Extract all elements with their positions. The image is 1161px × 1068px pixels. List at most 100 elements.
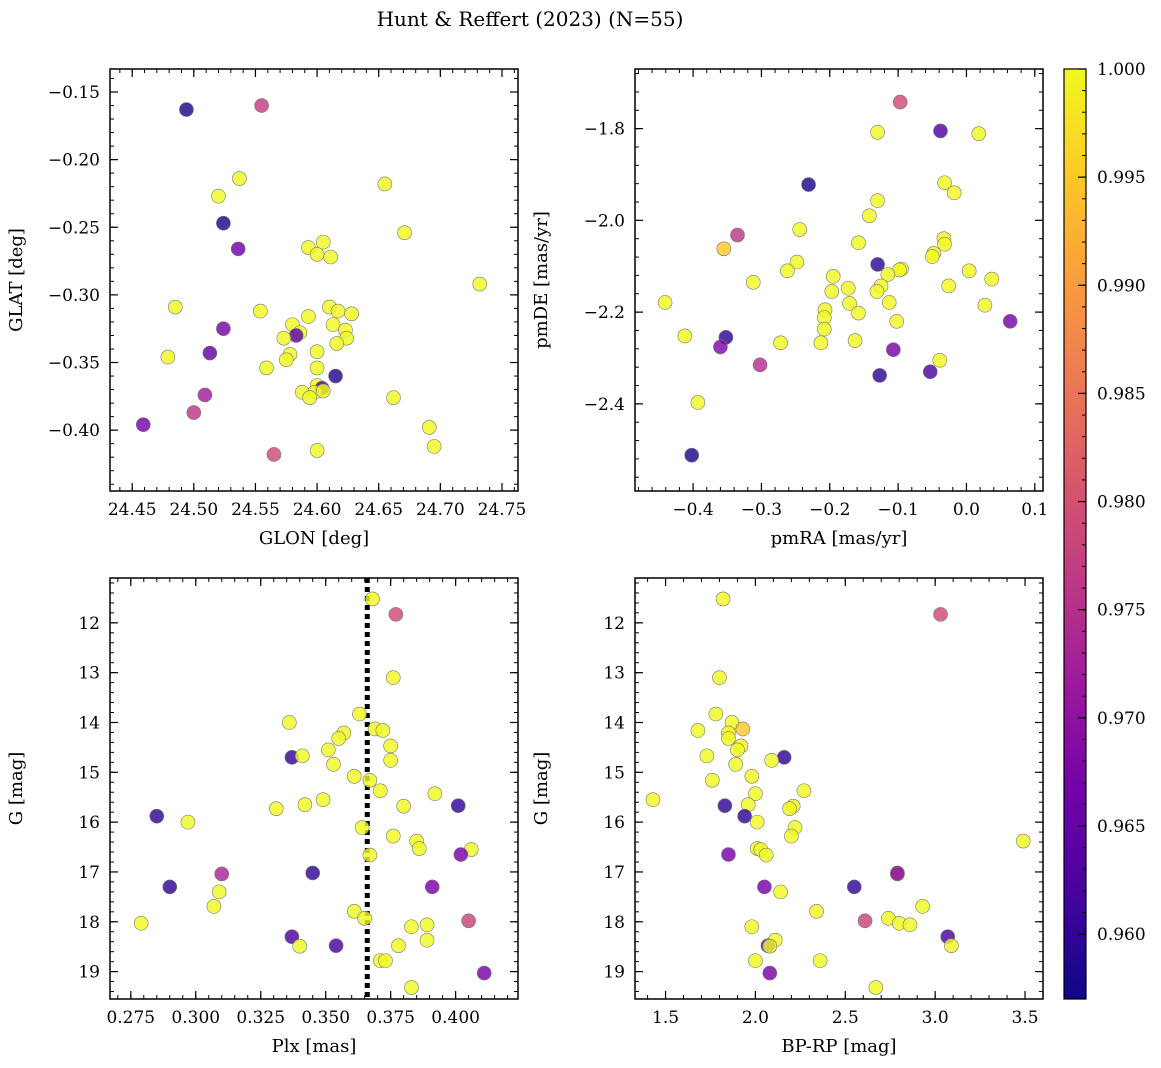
data-point: [476, 965, 492, 981]
x-tick-label: 24.75: [478, 500, 527, 520]
data-point: [276, 330, 292, 346]
data-point: [708, 706, 724, 722]
data-point: [842, 296, 857, 311]
x-axis-label: Plx [mas]: [272, 1036, 357, 1057]
data-point: [840, 280, 856, 296]
data-point: [971, 126, 987, 141]
data-point: [745, 274, 761, 290]
data-point: [328, 368, 343, 384]
axes-frame: [634, 577, 1044, 1000]
colorbar-tick-label: 0.985: [1097, 384, 1146, 404]
data-point: [362, 847, 378, 863]
data-point: [186, 405, 202, 420]
x-tick-label: −0.1: [877, 500, 918, 520]
data-point: [421, 420, 437, 435]
y-tick-label: −1.8: [584, 120, 625, 140]
x-axis-label: BP-RP [mag]: [781, 1036, 896, 1057]
y-tick-label: 12: [78, 614, 100, 634]
data-point: [862, 208, 877, 224]
data-point: [375, 723, 391, 738]
data-point: [133, 915, 149, 931]
x-tick-label: 0.0: [953, 500, 980, 520]
data-point: [315, 383, 331, 399]
x-axis-label: GLON [deg]: [259, 528, 369, 549]
colorbar-tick-label: 0.970: [1097, 709, 1146, 729]
data-point: [197, 387, 213, 403]
data-point: [162, 879, 178, 895]
x-tick-label: 24.60: [293, 500, 342, 520]
data-point: [404, 980, 419, 995]
data-point: [712, 670, 727, 685]
data-point: [657, 295, 673, 310]
data-point: [704, 772, 720, 788]
data-point: [946, 185, 962, 201]
data-point: [699, 748, 715, 764]
data-point: [744, 768, 760, 784]
x-tick-label: 3.5: [1012, 1008, 1039, 1028]
data-point: [259, 360, 274, 376]
data-point: [323, 249, 338, 265]
scatter-panel-4: 1.5 2.0 2.5 3.0 3.5 12 13 14 15 16 17 18 19 BP-RP [ma…: [531, 577, 1044, 1057]
data-point: [292, 938, 308, 954]
data-point: [388, 607, 404, 622]
data-point: [924, 249, 940, 264]
data-point: [427, 786, 443, 802]
data-point: [749, 814, 765, 830]
data-point: [383, 753, 398, 768]
y-axis-label: GLAT [deg]: [6, 228, 27, 332]
data-point: [792, 222, 808, 237]
data-point: [846, 879, 862, 895]
data-point: [764, 753, 779, 768]
x-tick-label: 0.1: [1021, 500, 1048, 520]
x-tick-label: 0.325: [236, 1008, 285, 1028]
data-point: [730, 742, 745, 758]
x-tick-label: 24.45: [108, 500, 157, 520]
data-point: [937, 236, 952, 252]
data-point: [730, 227, 745, 243]
data-point: [160, 349, 176, 365]
x-tick-label: 24.55: [231, 500, 280, 520]
data-point: [385, 670, 401, 685]
data-point: [284, 929, 300, 945]
colorbar-gradient: [1063, 68, 1087, 1000]
data-point: [728, 757, 743, 772]
data-point: [937, 175, 952, 191]
x-tick-label: 0.300: [171, 1008, 220, 1028]
data-point: [266, 447, 282, 462]
data-point: [232, 171, 247, 186]
data-point: [326, 757, 341, 772]
colorbar-tick-label: 0.990: [1097, 276, 1146, 296]
y-tick-label: 14: [78, 713, 100, 733]
data-point: [325, 317, 341, 332]
data-point: [776, 750, 792, 765]
data-point: [870, 257, 885, 272]
data-point: [713, 339, 728, 355]
data-point: [288, 328, 304, 343]
x-tick-label: 24.70: [416, 500, 465, 520]
data-point: [869, 284, 885, 299]
data-point: [870, 125, 885, 140]
data-point: [419, 932, 435, 948]
colorbar-tick-label: 0.965: [1097, 817, 1146, 837]
data-point: [315, 234, 331, 250]
data-point: [773, 335, 788, 351]
data-point: [352, 706, 367, 722]
data-point: [889, 313, 905, 329]
data-point: [461, 913, 476, 929]
y-tick-label: 13: [78, 664, 100, 684]
data-point: [690, 723, 706, 738]
data-point: [346, 904, 362, 919]
y-tick-label: 18: [78, 913, 100, 933]
data-point: [1002, 313, 1018, 329]
y-tick-label: 15: [78, 763, 100, 783]
y-tick-label: −0.15: [48, 83, 100, 103]
data-point: [168, 299, 183, 315]
data-point: [135, 417, 151, 433]
y-tick-label: 17: [78, 863, 100, 883]
data-point: [328, 938, 344, 953]
x-tick-label: −0.4: [672, 500, 713, 520]
data-point: [817, 321, 832, 337]
x-tick-label: 2.5: [832, 1008, 859, 1028]
data-point: [721, 847, 736, 862]
x-tick-label: 2.0: [742, 1008, 769, 1028]
